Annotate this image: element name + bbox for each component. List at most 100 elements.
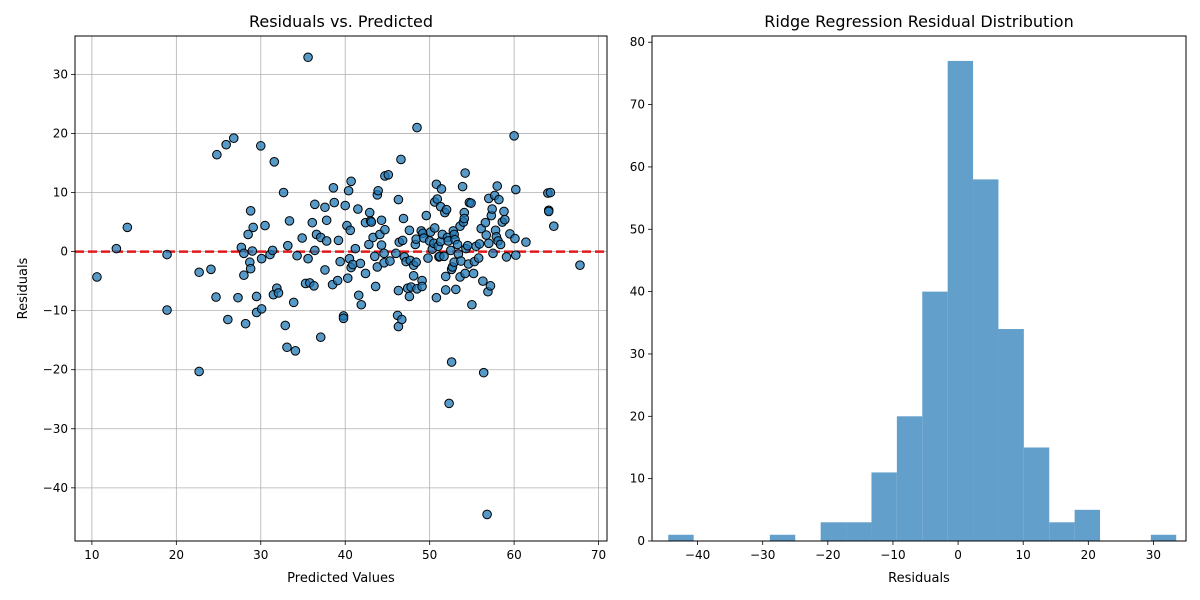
scatter-point [485, 281, 496, 291]
scatter-point [460, 168, 470, 178]
scatter-point [328, 182, 339, 193]
scatter-point [273, 288, 284, 298]
scatter-point [549, 221, 559, 231]
scatter-point [248, 222, 258, 233]
scatter-point [310, 199, 320, 210]
scatter-point [267, 245, 278, 256]
histogram-panel: −40 −30 −20 −10 0 10 20 30 0 10 20 30 40 50 60 70 80 Ri… [630, 12, 1187, 586]
scatter-point [473, 253, 484, 263]
scatter-x-tick-label: 60 [506, 548, 521, 562]
scatter-point [366, 217, 377, 227]
histogram-bar [896, 416, 923, 541]
histogram-x-tick-label: 20 [1081, 548, 1096, 562]
scatter-point [511, 184, 521, 195]
scatter-point [122, 222, 133, 233]
scatter-y-tick-label: −10 [43, 304, 68, 318]
histogram-x-tick-label: 0 [954, 548, 962, 562]
scatter-point [492, 181, 503, 191]
scatter-point [194, 366, 204, 377]
scatter-point [372, 262, 383, 272]
scatter-point [321, 215, 332, 226]
scatter-point [251, 291, 262, 302]
scatter-point [297, 233, 307, 243]
histogram-y-tick-label: 70 [630, 98, 645, 112]
scatter-y-axis-label: Residuals [16, 257, 31, 319]
scatter-point [350, 243, 361, 254]
scatter-point [353, 204, 363, 214]
histogram-y-tick-label: 50 [630, 222, 645, 236]
scatter-axes-frame [74, 35, 608, 542]
scatter-point [421, 210, 432, 221]
scatter-point [499, 206, 509, 217]
scatter-point [260, 220, 270, 231]
histogram-bar [1150, 534, 1177, 541]
scatter-point [545, 187, 556, 198]
scatter-point [162, 249, 172, 260]
scatter-point [509, 131, 519, 141]
scatter-x-tick-label: 40 [338, 548, 353, 562]
scatter-point [333, 235, 344, 246]
scatter-point [500, 214, 510, 225]
scatter-point [228, 133, 239, 143]
scatter-point [467, 299, 477, 310]
scatter-y-tick-label: −40 [43, 481, 68, 495]
histogram-x-ticks: −40 −30 −20 −10 0 10 20 30 [685, 541, 1161, 562]
histogram-title: Ridge Regression Residual Distribution [764, 12, 1073, 31]
histogram-x-tick-label: 30 [1146, 548, 1161, 562]
scatter-point [404, 291, 415, 302]
scatter-gridlines [75, 36, 607, 541]
scatter-point [393, 285, 404, 296]
histogram-y-tick-label: 0 [637, 534, 645, 548]
scatter-point [444, 398, 454, 409]
scatter-point [495, 239, 506, 250]
histogram-bar [871, 472, 897, 541]
histogram-x-axis-label: Residuals [888, 571, 950, 586]
scatter-point [408, 271, 419, 281]
scatter-point [239, 248, 249, 259]
scatter-point [385, 256, 395, 266]
scatter-y-tick-label: −30 [43, 422, 68, 436]
scatter-point [478, 276, 488, 286]
scatter-point [436, 184, 447, 194]
scatter-point [343, 185, 354, 196]
scatter-point [278, 187, 289, 198]
scatter-point [280, 320, 291, 331]
histogram-bar [998, 329, 1024, 541]
scatter-point [460, 268, 470, 279]
scatter-point [329, 197, 340, 208]
scatter-point [474, 239, 485, 249]
scatter-point [211, 292, 221, 302]
scatter-point [320, 265, 330, 275]
scatter-y-tick-label: 20 [53, 126, 68, 140]
scatter-points [92, 52, 585, 520]
scatter-y-tick-label: 10 [53, 186, 68, 200]
scatter-point [369, 251, 380, 262]
histogram-bar [668, 534, 694, 541]
histogram-x-tick-label: −40 [685, 548, 710, 562]
scatter-point [364, 239, 374, 250]
scatter-point [245, 263, 256, 274]
scatter-point [360, 268, 371, 279]
scatter-point [411, 257, 421, 268]
scatter-point [480, 217, 491, 228]
scatter-point [501, 252, 512, 262]
scatter-point [521, 237, 531, 247]
scatter-point [397, 235, 408, 246]
scatter-point [462, 240, 473, 251]
scatter-point [338, 313, 349, 324]
scatter-point [396, 154, 406, 165]
histogram-bar [769, 534, 796, 541]
scatter-point [321, 236, 332, 246]
scatter-point [373, 185, 383, 196]
histogram-bar [820, 522, 847, 541]
histogram-y-tick-label: 40 [630, 285, 645, 299]
histogram-bars [668, 60, 1177, 542]
scatter-y-tick-label: 0 [60, 245, 68, 259]
histogram-y-tick-label: 30 [630, 347, 645, 361]
scatter-point [206, 264, 216, 275]
histogram-bar [922, 291, 948, 541]
scatter-point [243, 229, 253, 240]
histogram-x-tick-label: −30 [750, 548, 775, 562]
scatter-point [256, 253, 267, 264]
scatter-x-axis-label: Predicted Values [287, 571, 395, 586]
